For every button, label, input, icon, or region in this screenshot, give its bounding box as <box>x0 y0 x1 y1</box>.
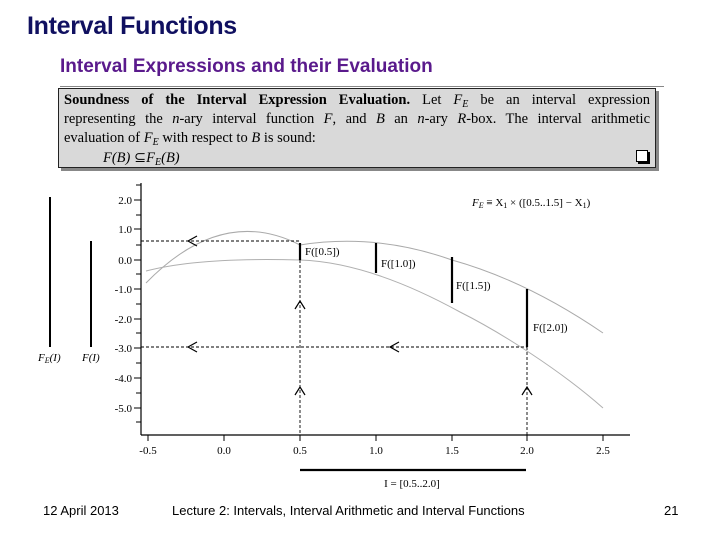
svg-text:1.0: 1.0 <box>118 224 132 236</box>
svg-text:F([1.5]): F([1.5]) <box>456 280 491 292</box>
arrow-icons <box>186 235 533 396</box>
input-interval-label: I = [0.5..2.0] <box>384 478 440 490</box>
qed-box-icon <box>636 150 648 162</box>
f-i-label: F(I) <box>81 352 100 364</box>
svg-text:-4.0: -4.0 <box>115 373 133 385</box>
theorem-line-2: representing the n-ary interval function… <box>64 111 651 127</box>
interval-labels: F([0.5]) F([1.0]) F([1.5]) F([2.0]) <box>305 246 568 334</box>
soundness-formula: F(B) ⊆FE(B) <box>103 150 180 168</box>
svg-text:-2.0: -2.0 <box>115 314 133 326</box>
x-axis: -0.5 0.0 0.5 1.0 1.5 2.0 2.5 <box>139 434 630 457</box>
footer-page-number: 21 <box>664 503 679 518</box>
svg-text:1.5: 1.5 <box>445 445 459 457</box>
svg-text:0.0: 0.0 <box>118 255 132 267</box>
footer-lecture-title: Lecture 2: Intervals, Interval Arithmeti… <box>172 503 525 518</box>
interval-plot: FE(I) F(I) 2.0 1.0 0.0 -1.0 <box>37 183 630 490</box>
guide-lines <box>141 240 528 435</box>
fe-i-label: FE(I) <box>37 352 61 365</box>
svg-text:F([1.0]): F([1.0]) <box>381 258 416 270</box>
title-divider <box>60 86 664 87</box>
theorem-heading: Soundness of the Interval Expression Eva… <box>64 92 411 108</box>
svg-text:1.0: 1.0 <box>369 445 383 457</box>
svg-text:2.0: 2.0 <box>520 445 534 457</box>
theorem-line-1: Soundness of the Interval Expression Eva… <box>64 92 650 110</box>
theorem-line-3: evaluation of FE with respect to B is so… <box>64 130 316 148</box>
theorem-box: Soundness of the Interval Expression Eva… <box>58 88 656 168</box>
svg-text:-3.0: -3.0 <box>115 343 133 355</box>
svg-text:0.5: 0.5 <box>293 445 307 457</box>
svg-text:F([2.0]): F([2.0]) <box>533 322 568 334</box>
slide-subtitle: Interval Expressions and their Evaluatio… <box>60 56 433 77</box>
lower-bound-curve <box>145 258 604 409</box>
svg-text:0.0: 0.0 <box>217 445 231 457</box>
svg-text:F([0.5]): F([0.5]) <box>305 246 340 258</box>
svg-text:-1.0: -1.0 <box>115 284 133 296</box>
svg-text:2.0: 2.0 <box>118 195 132 207</box>
interval-bars <box>298 243 529 347</box>
upper-bound-curve <box>145 230 604 334</box>
slide-title: Interval Functions <box>27 12 237 40</box>
expression-annotation: FE ≡ X1 × ([0.5..1.5] − X1) <box>471 197 591 210</box>
footer-date: 12 April 2013 <box>43 503 119 518</box>
svg-text:-5.0: -5.0 <box>115 403 133 415</box>
y-axis: 2.0 1.0 0.0 -1.0 -2.0 -3.0 -4.0 -5.0 <box>115 183 142 435</box>
svg-text:-0.5: -0.5 <box>139 445 157 457</box>
svg-text:2.5: 2.5 <box>596 445 610 457</box>
